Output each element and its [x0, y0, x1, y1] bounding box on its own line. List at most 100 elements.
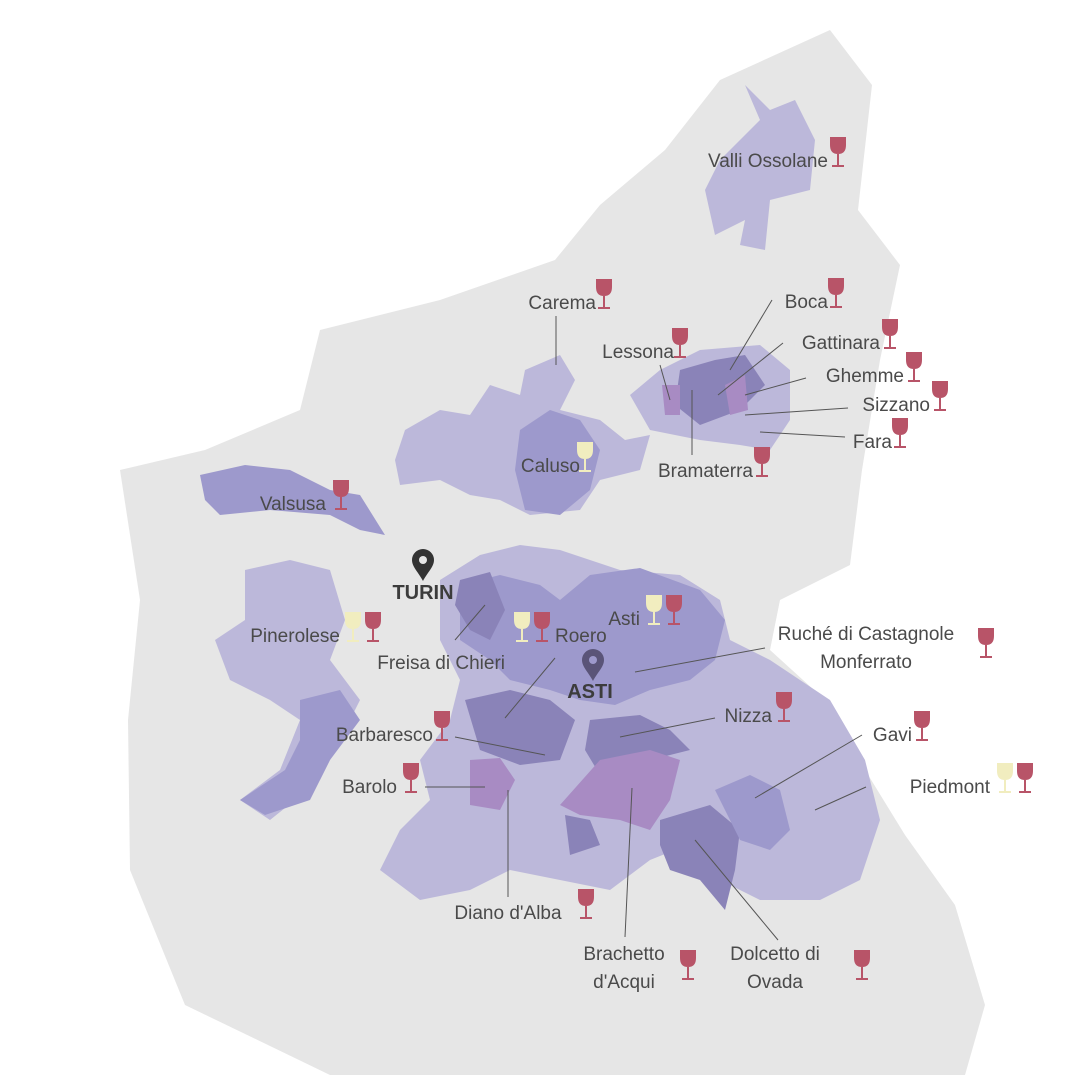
- wine-glass: [854, 950, 870, 980]
- glass-bowl: [434, 711, 450, 728]
- area: [565, 815, 600, 855]
- leader-line: [694, 839, 779, 941]
- glass-bowl: [882, 319, 898, 336]
- glass-bowl: [1017, 763, 1033, 780]
- area: [515, 410, 600, 515]
- glass-bowl: [514, 612, 530, 629]
- glass-bowl: [333, 480, 349, 497]
- area: [465, 690, 575, 765]
- wine-glass: [882, 319, 898, 349]
- region-label: Nizza: [724, 706, 772, 727]
- glass-bowl: [906, 352, 922, 369]
- area: [560, 750, 680, 830]
- glass-bowl: [596, 279, 612, 296]
- region-label: Ruché di Castagnole: [778, 624, 954, 645]
- glass-bowl: [854, 950, 870, 967]
- region-label: Dolcetto di: [730, 944, 820, 965]
- glass-bowl: [365, 612, 381, 629]
- glass-bowl: [978, 628, 994, 645]
- wine-glass: [646, 595, 662, 625]
- glass-bowl: [914, 711, 930, 728]
- glass-bowl: [932, 381, 948, 398]
- glass-bowl: [403, 763, 419, 780]
- region-label: Ovada: [747, 972, 803, 993]
- wine-glass: [434, 711, 450, 741]
- wine-glass: [345, 612, 361, 642]
- region-label: d'Acqui: [593, 972, 655, 993]
- leader-lines: [425, 299, 867, 941]
- wine-glass: [680, 950, 696, 980]
- wine-glass: [596, 279, 612, 309]
- leader-line: [744, 407, 849, 416]
- pin: [412, 549, 434, 581]
- region-label: Caluso: [521, 456, 580, 477]
- wine-glass: [776, 692, 792, 722]
- region-label: Diano d'Alba: [454, 903, 562, 924]
- wine-glass: [892, 418, 908, 448]
- region-label: Brachetto: [583, 944, 664, 965]
- city-pin: [582, 649, 604, 681]
- region-label: Carema: [528, 293, 596, 314]
- region-label: Boca: [785, 292, 829, 313]
- region-label: Pinerolese: [250, 626, 340, 647]
- region-label: Fara: [853, 432, 893, 453]
- pin-hole: [419, 556, 427, 564]
- glass-bowl: [646, 595, 662, 612]
- pin-hole: [589, 656, 597, 664]
- wine-glass: [534, 612, 550, 642]
- leader-line: [454, 604, 486, 641]
- leader-line: [744, 377, 807, 396]
- wine-glass: [914, 711, 930, 741]
- wine-glass: [666, 595, 682, 625]
- glass-bowl: [892, 418, 908, 435]
- wine-glass: [932, 381, 948, 411]
- city-pin: [412, 549, 434, 581]
- glass-bowl: [672, 328, 688, 345]
- area: [705, 85, 815, 250]
- region-label: Bramaterra: [658, 461, 753, 482]
- glass-bowl: [776, 692, 792, 709]
- wine-areas: [200, 85, 880, 910]
- glass-bowl: [578, 889, 594, 906]
- wine-glass: [906, 352, 922, 382]
- wine-glass: [365, 612, 381, 642]
- pin: [582, 649, 604, 681]
- region-label: Monferrato: [820, 652, 912, 673]
- glass-bowl: [577, 442, 593, 459]
- city-label: ASTI: [567, 681, 613, 703]
- region-label: Sizzano: [862, 395, 930, 416]
- region-label: Gavi: [873, 725, 912, 746]
- area: [455, 572, 505, 640]
- area: [715, 775, 790, 850]
- city-label: TURIN: [392, 582, 453, 604]
- wine-glass: [672, 328, 688, 358]
- region-label: Freisa di Chieri: [377, 653, 505, 674]
- region-label: Barolo: [342, 777, 397, 798]
- region-label: Barbaresco: [336, 725, 433, 746]
- wine-glass: [828, 278, 844, 308]
- leader-line: [729, 299, 773, 371]
- leader-line: [759, 431, 846, 438]
- glass-bowl: [666, 595, 682, 612]
- leader-line: [754, 734, 863, 799]
- leader-line: [619, 717, 716, 738]
- region-label: Lessona: [602, 342, 674, 363]
- glass-bowl: [345, 612, 361, 629]
- region-label: Piedmont: [910, 777, 991, 798]
- leader-line: [454, 736, 546, 756]
- leader-line: [624, 787, 633, 938]
- area: [470, 758, 515, 810]
- region-label: Valli Ossolane: [708, 151, 828, 172]
- wine-glass: [403, 763, 419, 793]
- wine-glass: [830, 137, 846, 167]
- region-label: Roero: [555, 626, 607, 647]
- wine-glass: [754, 447, 770, 477]
- region-label: Ghemme: [826, 366, 904, 387]
- wine-glass: [1017, 763, 1033, 793]
- glass-bowl: [534, 612, 550, 629]
- leader-line: [659, 364, 671, 401]
- wine-glass: [578, 889, 594, 919]
- region-label: Gattinara: [802, 333, 881, 354]
- region-label: Valsusa: [260, 494, 327, 515]
